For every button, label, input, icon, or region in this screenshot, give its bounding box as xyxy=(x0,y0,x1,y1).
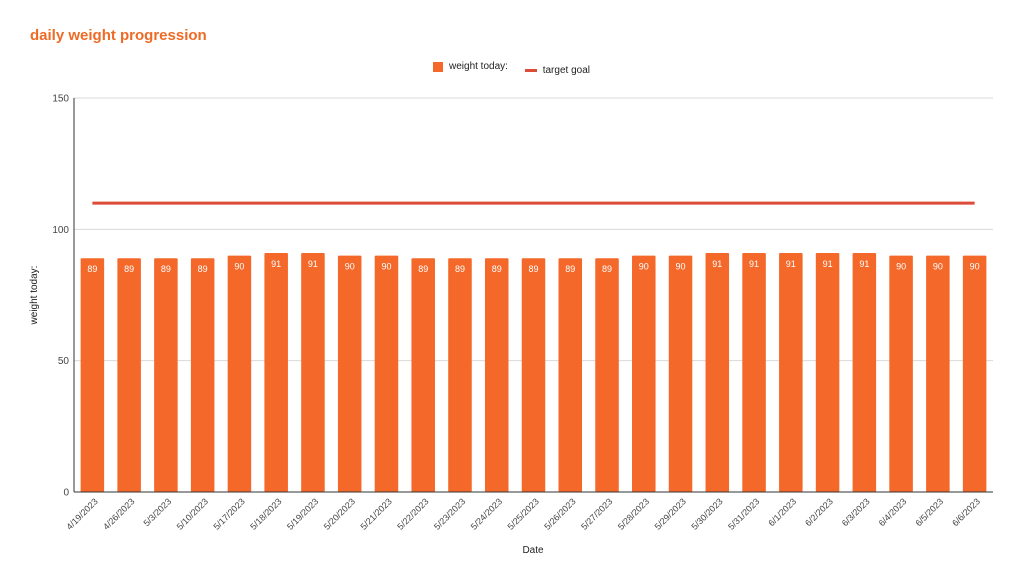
legend-swatch-line xyxy=(524,68,537,72)
bar-value-label: 89 xyxy=(87,264,97,274)
bar xyxy=(668,255,693,492)
x-tick-label: 5/30/2023 xyxy=(689,496,724,531)
legend-item-weight[interactable]: weight today: xyxy=(433,61,508,72)
bar xyxy=(815,252,840,492)
x-tick-label: 5/29/2023 xyxy=(653,496,688,531)
x-tick-label: 6/2/2023 xyxy=(803,496,835,528)
y-tick-label: 0 xyxy=(63,488,69,499)
bar-value-label: 89 xyxy=(198,264,208,274)
bar-value-label: 89 xyxy=(161,264,171,274)
x-tick-label: 5/19/2023 xyxy=(285,496,320,531)
x-tick-label: 5/26/2023 xyxy=(542,496,577,531)
x-tick-label: 5/25/2023 xyxy=(506,496,541,531)
bars: 89 89 89 89 90 91 91 90 90 89 89 89 89 89 89 90 90 91 91 91… xyxy=(80,252,987,492)
bar xyxy=(558,258,583,492)
x-tick-label: 5/10/2023 xyxy=(175,496,210,531)
x-tick-label: 5/28/2023 xyxy=(616,496,651,531)
x-tick-label: 4/19/2023 xyxy=(64,496,99,531)
x-tick-label: 5/3/2023 xyxy=(141,496,173,528)
bar-value-label: 91 xyxy=(308,259,318,269)
bar xyxy=(742,252,766,492)
y-tick-label: 50 xyxy=(58,356,70,367)
bar-value-label: 89 xyxy=(455,264,465,274)
bar xyxy=(301,252,325,492)
bar-value-label: 91 xyxy=(823,259,833,269)
bar-value-label: 91 xyxy=(271,259,281,269)
x-tick-label: 6/5/2023 xyxy=(913,496,945,528)
bar-value-label: 89 xyxy=(528,264,538,274)
x-tick-label: 6/3/2023 xyxy=(840,496,872,528)
bar-value-label: 91 xyxy=(786,259,796,269)
bar xyxy=(154,258,178,492)
bar xyxy=(962,255,987,492)
x-tick-label: 6/1/2023 xyxy=(766,496,798,528)
bar-value-label: 90 xyxy=(933,262,943,272)
x-tick-label: 5/21/2023 xyxy=(358,496,393,531)
bar-value-label: 90 xyxy=(381,262,391,272)
bar-value-label: 91 xyxy=(712,259,722,269)
x-tick-label: 5/31/2023 xyxy=(726,496,761,531)
legend-label-weight: weight today: xyxy=(449,61,508,72)
y-tick-label: 150 xyxy=(52,94,69,105)
bar xyxy=(411,258,435,492)
bar-value-label: 89 xyxy=(418,264,428,274)
bar-value-label: 89 xyxy=(565,264,575,274)
x-tick-label: 5/20/2023 xyxy=(322,496,357,531)
bar xyxy=(190,258,215,492)
bar xyxy=(595,258,619,492)
y-axis-title: weight today: xyxy=(29,266,40,326)
y-tick-label: 100 xyxy=(52,225,69,236)
bar xyxy=(779,252,803,492)
bar xyxy=(632,255,656,492)
bar xyxy=(852,252,877,492)
x-tick-label: 4/26/2023 xyxy=(101,496,136,531)
bar xyxy=(705,252,730,492)
bar xyxy=(521,258,546,492)
bar-value-label: 90 xyxy=(234,262,244,272)
bar-value-label: 91 xyxy=(859,259,869,269)
bar xyxy=(448,258,472,492)
bar xyxy=(80,258,105,492)
bar-value-label: 90 xyxy=(896,262,906,272)
bar-value-label: 89 xyxy=(602,264,612,274)
x-axis-title: Date xyxy=(522,545,544,556)
x-tick-label: 6/6/2023 xyxy=(950,496,982,528)
bar-value-label: 89 xyxy=(124,264,134,274)
bar xyxy=(264,252,288,492)
legend: weight today: target goal xyxy=(0,61,1023,76)
bar-value-label: 90 xyxy=(970,262,980,272)
chart-title: daily weight progression xyxy=(30,27,207,44)
x-tick-label: 5/24/2023 xyxy=(469,496,504,531)
x-tick-label: 5/23/2023 xyxy=(432,496,467,531)
bar xyxy=(337,255,362,492)
bar xyxy=(227,255,252,492)
bar xyxy=(926,255,950,492)
x-tick-label: 5/18/2023 xyxy=(248,496,283,531)
bar xyxy=(484,258,509,492)
x-tick-label: 5/22/2023 xyxy=(395,496,430,531)
x-tick-label: 5/17/2023 xyxy=(211,496,246,531)
bar-value-label: 91 xyxy=(749,259,759,269)
legend-swatch-bar xyxy=(433,61,443,72)
bar-value-label: 90 xyxy=(676,262,686,272)
bar-value-label: 90 xyxy=(639,262,649,272)
bar xyxy=(889,255,913,492)
bar xyxy=(374,255,399,492)
legend-label-target: target goal xyxy=(542,64,590,76)
x-tick-label: 6/4/2023 xyxy=(877,496,909,528)
bar-value-label: 90 xyxy=(345,262,355,272)
x-tick-label: 5/27/2023 xyxy=(579,496,614,531)
legend-item-target[interactable]: target goal xyxy=(524,64,590,76)
bar xyxy=(117,258,141,492)
bar-value-label: 89 xyxy=(492,264,502,274)
